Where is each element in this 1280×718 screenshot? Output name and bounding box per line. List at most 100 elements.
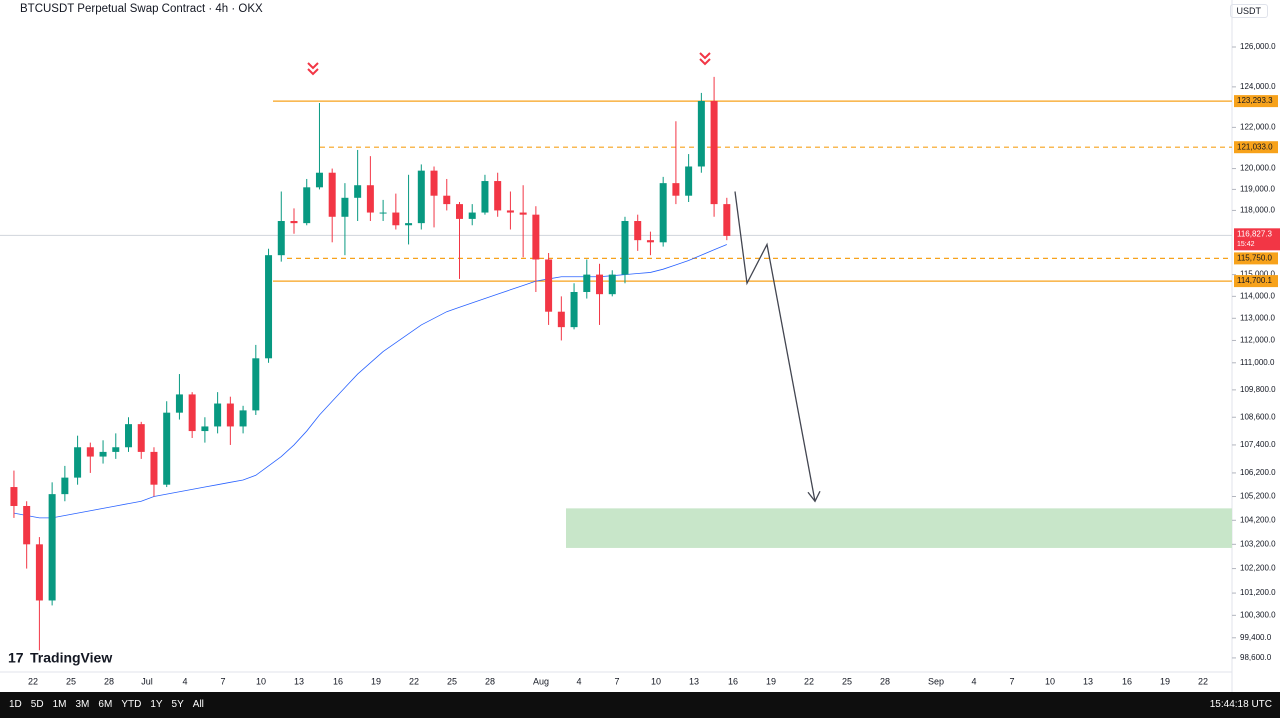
y-tick-label: 122,000.0	[1240, 122, 1276, 131]
candle-body	[86, 447, 94, 457]
candle-body	[315, 172, 323, 188]
y-tick-label: 108,600.0	[1240, 412, 1276, 421]
y-tick-label: 107,400.0	[1240, 440, 1276, 449]
candle-body	[659, 183, 667, 243]
x-tick-label: 7	[1009, 676, 1014, 686]
candle-body	[621, 221, 629, 275]
level-label: 121,033.0	[1237, 142, 1273, 151]
clock: 15:44:18 UTC	[1209, 699, 1272, 710]
moving-average	[13, 244, 727, 519]
candle-body	[697, 100, 705, 167]
price-tag	[1234, 228, 1280, 251]
y-tick-label: 113,000.0	[1240, 313, 1276, 322]
candle-body	[596, 274, 604, 295]
candle-body	[226, 403, 234, 427]
candle-body	[150, 451, 158, 485]
candle-body	[74, 447, 82, 478]
y-tick-label: 111,000.0	[1240, 358, 1275, 367]
x-tick-label: 22	[409, 676, 419, 686]
y-tick-label: 109,800.0	[1240, 385, 1276, 394]
range-button[interactable]: All	[192, 699, 204, 710]
x-tick-label: 22	[1198, 676, 1208, 686]
x-tick-label: 4	[182, 676, 187, 686]
candle-body	[481, 181, 489, 213]
x-tick-label: 25	[66, 676, 76, 686]
candle-body	[723, 204, 731, 236]
x-tick-label: 13	[294, 676, 304, 686]
y-tick-label: 120,000.0	[1240, 164, 1276, 173]
candle-body	[341, 197, 349, 217]
candle-body	[557, 311, 565, 328]
target-zone	[566, 508, 1232, 548]
candle-body	[634, 221, 642, 241]
candle-body	[277, 221, 285, 256]
candle-body	[354, 185, 362, 198]
candle-body	[10, 487, 18, 506]
candle-body	[392, 212, 400, 226]
range-button[interactable]: 1Y	[150, 699, 163, 710]
candle-body	[685, 166, 693, 196]
candle-body	[163, 412, 171, 485]
range-button[interactable]: 5D	[30, 699, 44, 710]
countdown: 15:42	[1237, 241, 1255, 248]
level-label: 123,293.3	[1237, 96, 1273, 105]
y-tick-label: 115,000.0	[1240, 270, 1276, 279]
x-tick-label: 16	[333, 676, 343, 686]
candle-body	[506, 210, 514, 213]
candle-body	[570, 291, 578, 328]
x-tick-label: 4	[576, 676, 581, 686]
candle-body	[61, 477, 69, 495]
currency-select[interactable]: USDT	[1229, 4, 1268, 18]
y-tick-label: 124,000.0	[1240, 82, 1276, 91]
x-tick-label: 28	[104, 676, 114, 686]
range-button[interactable]: YTD	[121, 699, 142, 710]
current-price-label: 116,827.3	[1237, 229, 1273, 238]
candle-body	[405, 223, 413, 226]
y-tick-label: 126,000.0	[1240, 42, 1276, 51]
y-tick-label: 103,200.0	[1240, 539, 1276, 548]
level-tag	[1234, 141, 1278, 154]
candle-body	[455, 204, 463, 219]
chart: TradingView 17 126,000.0 124,000.0 122,000…	[0, 0, 1280, 692]
y-tick-label: 119,000.0	[1240, 185, 1276, 194]
y-tick-label: 101,200.0	[1240, 588, 1276, 597]
y-tick-label: 118,000.0	[1240, 206, 1276, 215]
candle-body	[112, 447, 120, 452]
candle-body	[265, 255, 273, 359]
x-tick-label: Jul	[141, 676, 153, 686]
y-tick-label: 112,000.0	[1240, 336, 1276, 345]
range-button[interactable]: 6M	[98, 699, 113, 710]
candle-body	[328, 172, 336, 217]
y-tick-label: 98,600.0	[1240, 653, 1272, 662]
logo: TradingView	[30, 650, 112, 666]
range-button[interactable]: 5Y	[171, 699, 184, 710]
candle-body	[175, 394, 183, 413]
range-button[interactable]: 1M	[52, 699, 67, 710]
x-tick-label: 16	[1122, 676, 1132, 686]
x-tick-label: 10	[651, 676, 661, 686]
x-tick-label: 19	[371, 676, 381, 686]
x-tick-label: 28	[485, 676, 495, 686]
range-button[interactable]: 1D	[9, 699, 22, 710]
x-tick-label: 22	[804, 676, 814, 686]
candle-body	[366, 185, 374, 213]
candle-body	[303, 187, 311, 224]
candle-body	[417, 170, 425, 224]
y-tick-label: 106,200.0	[1240, 468, 1276, 477]
range-button[interactable]: 3M	[75, 699, 90, 710]
candle-body	[532, 214, 540, 260]
candle-body	[99, 451, 107, 457]
candle-body	[608, 274, 616, 295]
candle-body	[672, 183, 680, 196]
candle-body	[239, 410, 247, 427]
x-tick-label: Aug	[533, 676, 549, 686]
candle-body	[468, 212, 476, 219]
symbol-title: BTCUSDT Perpetual Swap Contract · 4h · O…	[20, 3, 263, 15]
candle-body	[188, 394, 196, 432]
bottom-toolbar: 1D 5D 1M 3M 6M YTD 1Y 5Y All 15:44:18 UTC	[0, 692, 1280, 718]
x-tick-label: 13	[689, 676, 699, 686]
x-tick-label: 25	[842, 676, 852, 686]
x-tick-label: 4	[971, 676, 976, 686]
candle-body	[494, 181, 502, 211]
level-tag	[1234, 95, 1278, 108]
